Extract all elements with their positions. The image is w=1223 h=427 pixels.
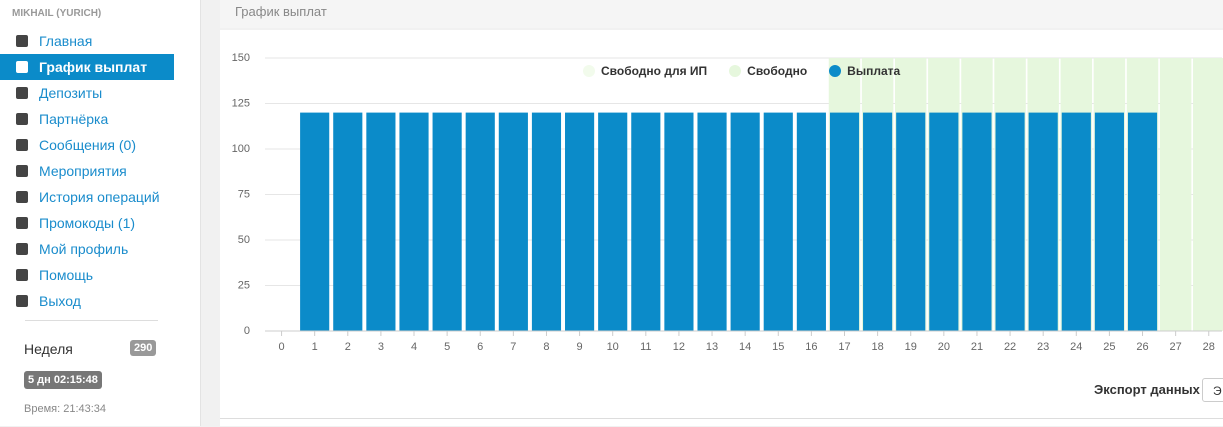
menu-item[interactable]: Выход — [0, 288, 174, 314]
time: Время: 21:43:34 — [24, 403, 107, 415]
menu-item[interactable]: Главная — [0, 28, 174, 54]
x-tick-label: 20 — [938, 341, 950, 353]
menu-item[interactable]: Сообщения (0) — [0, 132, 174, 158]
timer: 5 дн 02:15:48 — [24, 371, 102, 389]
menu-item[interactable]: Мой профиль — [0, 236, 174, 262]
legend-marker — [583, 65, 595, 77]
x-tick-label: 12 — [673, 341, 685, 353]
y-tick-label: 125 — [232, 97, 250, 109]
legend-item[interactable]: Выплата — [829, 64, 900, 78]
x-tick-label: 4 — [411, 341, 417, 353]
bar — [796, 112, 826, 331]
week-label: Неделя — [24, 341, 73, 357]
x-tick-label: 13 — [706, 341, 718, 353]
x-tick-label: 10 — [607, 341, 619, 353]
x-tick-label: 17 — [838, 341, 850, 353]
bar — [1028, 112, 1058, 331]
menu-item[interactable]: Депозиты — [0, 80, 174, 106]
x-tick-label: 0 — [278, 341, 284, 353]
bar — [399, 112, 429, 331]
x-tick-label: 7 — [510, 341, 516, 353]
legend-label: Свободно — [747, 64, 808, 78]
x-tick-label: 21 — [971, 341, 983, 353]
menu-item[interactable]: История операций — [0, 184, 174, 210]
legend-item[interactable]: Свободно для ИП — [583, 64, 707, 78]
x-tick-label: 19 — [905, 341, 917, 353]
user-name[interactable]: MIKHAIL (YURICH) — [12, 8, 102, 19]
x-tick-label: 9 — [577, 341, 583, 353]
x-tick-label: 5 — [444, 341, 450, 353]
bar — [432, 112, 462, 331]
legend-marker — [729, 65, 742, 77]
bar — [697, 112, 727, 331]
bar — [333, 112, 363, 331]
bar — [1127, 112, 1158, 331]
bar — [598, 112, 628, 331]
bar — [1159, 58, 1192, 331]
bar — [300, 112, 330, 331]
legend-item[interactable]: Свободно — [729, 64, 807, 78]
y-tick-label: 75 — [238, 188, 250, 200]
menu-item[interactable]: Промокоды (1) — [0, 210, 174, 236]
header: График выплат — [220, 0, 1223, 28]
x-tick-label: 25 — [1103, 341, 1115, 353]
bar — [896, 112, 926, 331]
legend-marker — [829, 65, 842, 77]
bar — [664, 112, 694, 331]
x-tick-label: 24 — [1070, 341, 1082, 353]
x-tick-label: 6 — [477, 341, 483, 353]
divider — [25, 320, 158, 321]
x-tick-label: 14 — [739, 341, 751, 353]
y-tick-label: 100 — [232, 143, 250, 155]
bar — [498, 112, 528, 331]
header-title: График выплат — [235, 4, 327, 19]
y-tick-label: 25 — [238, 279, 250, 291]
x-tick-label: 8 — [543, 341, 549, 353]
sidebar: MIKHAIL (YURICH) Главная График выплат Д… — [0, 0, 201, 426]
x-tick-label: 28 — [1203, 341, 1215, 353]
bar — [962, 112, 992, 331]
export-label: Экспорт данных — [1094, 382, 1200, 397]
x-tick-label: 18 — [871, 341, 883, 353]
x-tick-label: 26 — [1136, 341, 1148, 353]
menu-item[interactable]: График выплат — [0, 54, 174, 80]
bar — [995, 112, 1025, 331]
bar — [863, 112, 893, 331]
bar — [565, 112, 595, 331]
x-tick-label: 2 — [345, 341, 351, 353]
legend-label: Свободно для ИП — [601, 64, 708, 78]
menu-item[interactable]: Партнёрка — [0, 106, 174, 132]
export-button[interactable]: Э — [1202, 378, 1223, 402]
bar — [465, 112, 495, 331]
bar — [1094, 112, 1124, 331]
week-badge: 290 — [130, 340, 157, 356]
bar — [1193, 58, 1223, 331]
x-tick-label: 15 — [772, 341, 784, 353]
y-tick-label: 50 — [238, 234, 250, 246]
x-tick-label: 11 — [640, 341, 651, 353]
y-tick-label: 0 — [244, 325, 250, 337]
y-tick-label: 150 — [232, 52, 250, 64]
bar — [763, 112, 793, 331]
menu-item[interactable]: Мероприятия — [0, 158, 174, 184]
legend: Свободно для ИП Свободно Выплата — [583, 64, 900, 78]
x-tick-label: 27 — [1170, 341, 1182, 353]
bar — [531, 112, 562, 331]
bar — [1061, 112, 1091, 331]
legend-label: Выплата — [847, 64, 901, 78]
menu-item[interactable]: Помощь — [0, 262, 174, 288]
x-tick-label: 1 — [312, 341, 318, 353]
bar — [631, 112, 661, 331]
bar — [929, 112, 959, 331]
x-tick-label: 23 — [1037, 341, 1049, 353]
table-header — [220, 418, 1223, 427]
bar — [730, 112, 760, 331]
bar — [366, 112, 396, 331]
x-tick-label: 22 — [1004, 341, 1016, 353]
x-tick-label: 16 — [805, 341, 817, 353]
x-tick-label: 3 — [378, 341, 384, 353]
bar — [829, 112, 860, 331]
